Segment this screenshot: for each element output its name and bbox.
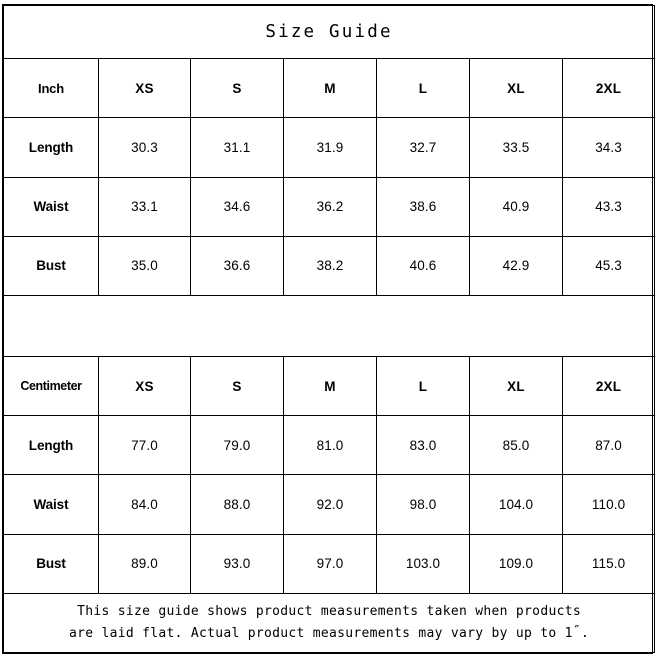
- centimeter-bust-m: 97.0: [283, 533, 377, 594]
- table-row: Bust 89.0 93.0 97.0 103.0 109.0 115.0: [3, 533, 656, 594]
- inch-row-label-length: Length: [3, 117, 99, 178]
- centimeter-size-header-m: M: [283, 356, 377, 417]
- inch-size-header-xs: XS: [98, 58, 191, 119]
- centimeter-bust-2xl: 115.0: [561, 533, 656, 594]
- centimeter-waist-xs: 84.0: [98, 474, 191, 535]
- inch-bust-xs: 35.0: [98, 235, 191, 296]
- centimeter-bust-l: 103.0: [376, 533, 470, 594]
- note-line-2-period: .: [580, 625, 590, 641]
- inch-bust-xl: 42.9: [469, 235, 563, 296]
- centimeter-length-m: 81.0: [283, 415, 377, 476]
- size-guide-panel: Size Guide Inch XS S M L XL 2XL Length 3…: [2, 4, 656, 654]
- centimeter-waist-s: 88.0: [190, 474, 284, 535]
- centimeter-size-header-xl: XL: [469, 356, 563, 417]
- inch-bust-l: 40.6: [376, 235, 470, 296]
- centimeter-waist-xl: 104.0: [469, 474, 563, 535]
- centimeter-waist-l: 98.0: [376, 474, 470, 535]
- table-row: Bust 35.0 36.6 38.2 40.6 42.9 45.3: [3, 235, 656, 296]
- inch-waist-2xl: 43.3: [561, 176, 656, 237]
- centimeter-row-label-length: Length: [3, 415, 99, 476]
- inch-length-l: 32.7: [376, 117, 470, 178]
- inch-waist-s: 34.6: [190, 176, 284, 237]
- centimeter-waist-2xl: 110.0: [561, 474, 656, 535]
- note-line-2-text: are laid flat. Actual product measuremen…: [68, 625, 573, 641]
- centimeter-bust-xl: 109.0: [469, 533, 563, 594]
- centimeter-length-s: 79.0: [190, 415, 284, 476]
- inch-header-row: Inch XS S M L XL 2XL: [3, 58, 656, 119]
- page-title: Size Guide: [2, 4, 656, 60]
- inch-unit-header: Inch: [3, 58, 99, 119]
- centimeter-size-header-2xl: 2XL: [561, 356, 656, 417]
- table-row: Length 30.3 31.1 31.9 32.7 33.5 34.3: [3, 117, 656, 178]
- inch-size-header-m: M: [283, 58, 377, 119]
- inch-size-header-2xl: 2XL: [561, 58, 656, 119]
- size-guide-note: This size guide shows product measuremen…: [2, 592, 656, 654]
- inch-size-header-s: S: [190, 58, 284, 119]
- centimeter-bust-xs: 89.0: [98, 533, 191, 594]
- table-row: Waist 84.0 88.0 92.0 98.0 104.0 110.0: [3, 474, 656, 535]
- centimeter-row-label-bust: Bust: [3, 533, 99, 594]
- table-spacer: [2, 294, 656, 358]
- centimeter-size-header-l: L: [376, 356, 470, 417]
- size-guide-table: Size Guide Inch XS S M L XL 2XL Length 3…: [2, 4, 656, 654]
- inch-waist-xs: 33.1: [98, 176, 191, 237]
- centimeter-waist-m: 92.0: [283, 474, 377, 535]
- centimeter-header-row: Centimeter XS S M L XL 2XL: [3, 356, 656, 417]
- centimeter-length-l: 83.0: [376, 415, 470, 476]
- table-row: Waist 33.1 34.6 36.2 38.6 40.9 43.3: [3, 176, 656, 237]
- inch-row-label-waist: Waist: [3, 176, 99, 237]
- inch-bust-2xl: 45.3: [561, 235, 656, 296]
- inch-length-s: 31.1: [190, 117, 284, 178]
- inch-length-2xl: 34.3: [561, 117, 656, 178]
- inch-waist-m: 36.2: [283, 176, 377, 237]
- inch-size-header-xl: XL: [469, 58, 563, 119]
- centimeter-unit-header: Centimeter: [3, 356, 99, 417]
- inch-length-m: 31.9: [283, 117, 377, 178]
- centimeter-row-label-waist: Waist: [3, 474, 99, 535]
- centimeter-size-header-xs: XS: [98, 356, 191, 417]
- inch-waist-xl: 40.9: [469, 176, 563, 237]
- note-row: This size guide shows product measuremen…: [2, 592, 656, 654]
- centimeter-size-header-s: S: [190, 356, 284, 417]
- inch-length-xl: 33.5: [469, 117, 563, 178]
- title-row: Size Guide: [2, 4, 656, 60]
- note-line-2: are laid flat. Actual product measuremen…: [4, 623, 654, 644]
- inch-size-header-l: L: [376, 58, 470, 119]
- inch-length-xs: 30.3: [98, 117, 191, 178]
- centimeter-bust-s: 93.0: [190, 533, 284, 594]
- inch-bust-m: 38.2: [283, 235, 377, 296]
- note-line-1: This size guide shows product measuremen…: [77, 604, 581, 620]
- table-row: Length 77.0 79.0 81.0 83.0 85.0 87.0: [3, 415, 656, 476]
- centimeter-length-xs: 77.0: [98, 415, 191, 476]
- centimeter-length-2xl: 87.0: [561, 415, 656, 476]
- inch-bust-s: 36.6: [190, 235, 284, 296]
- inch-waist-l: 38.6: [376, 176, 470, 237]
- inch-mark-icon: ″: [572, 623, 581, 639]
- centimeter-length-xl: 85.0: [469, 415, 563, 476]
- inch-row-label-bust: Bust: [3, 235, 99, 296]
- table-spacer-row: [2, 294, 656, 358]
